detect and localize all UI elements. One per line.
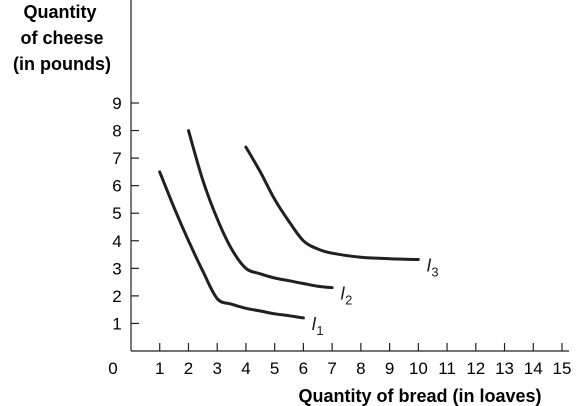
y-axis-label-line-3: (in pounds) [13,54,111,74]
y-axis-label-line-2: of cheese [20,28,103,48]
x-tick-label: 7 [327,359,336,378]
x-tick-label: 8 [356,359,365,378]
curve-label-main: I [340,284,345,304]
y-tick-label: 1 [112,314,121,333]
x-tick-label: 13 [495,359,514,378]
y-tick-label: 9 [112,94,121,113]
curve-label-i2: I2 [340,284,352,308]
curve-label-subscript: 3 [431,265,438,280]
x-tick-label: 4 [241,359,250,378]
x-tick-label: 3 [212,359,221,378]
x-tick-label: 10 [409,359,428,378]
x-axis-label: Quantity of bread (in loaves) [298,386,541,406]
origin-label: 0 [108,359,117,378]
x-tick-label: 1 [155,359,164,378]
y-tick-label: 5 [112,204,121,223]
curve-label-subscript: 1 [316,323,323,338]
curve-label-main: I [311,314,316,334]
curve-label-i3: I3 [426,256,438,280]
x-tick-label: 12 [466,359,485,378]
x-tick-label: 14 [524,359,543,378]
curve-label-subscript: 2 [345,293,352,308]
indifference-curve-i3 [244,145,420,261]
y-tick-label: 6 [112,177,121,196]
indifference-curve-i1 [158,170,305,320]
y-ticks: 1 2 3 4 5 6 7 8 9 [112,94,139,333]
y-tick-label: 3 [112,259,121,278]
curve-label-i1: I1 [311,314,323,338]
curve-label-main: I [426,256,431,276]
y-tick-label: 4 [112,232,121,251]
y-tick-label: 8 [112,122,121,141]
x-tick-label: 6 [299,359,308,378]
x-tick-label: 9 [385,359,394,378]
y-tick-label: 7 [112,149,121,168]
x-tick-label: 15 [553,359,572,378]
x-tick-label: 11 [438,359,456,378]
x-ticks: 1 2 3 4 5 6 7 8 9 10 11 12 13 14 15 [155,343,571,378]
indifference-curve-i2 [187,129,334,290]
y-tick-label: 2 [112,287,121,306]
x-tick-label: 5 [270,359,279,378]
y-axis-label: Quantity of cheese (in pounds) [13,2,111,74]
y-axis-label-line-1: Quantity [23,2,96,22]
x-tick-label: 2 [184,359,193,378]
